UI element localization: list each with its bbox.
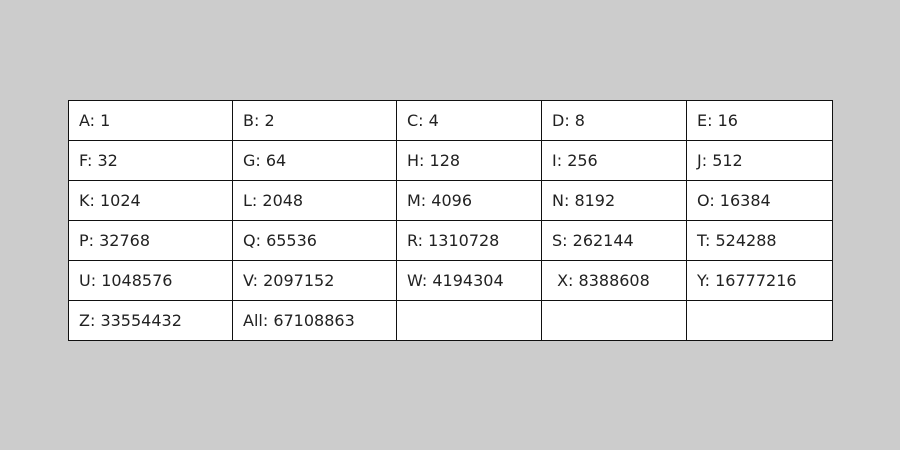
table-row: K: 1024 L: 2048 M: 4096 N: 8192 O: 16384 bbox=[68, 180, 833, 221]
table-cell: J: 512 bbox=[686, 140, 833, 181]
table-cell: O: 16384 bbox=[686, 180, 833, 221]
table-cell: Y: 16777216 bbox=[686, 260, 833, 301]
table-cell: U: 1048576 bbox=[68, 260, 233, 301]
table-cell: L: 2048 bbox=[232, 180, 397, 221]
table-cell: M: 4096 bbox=[396, 180, 542, 221]
table-cell: X: 8388608 bbox=[541, 260, 687, 301]
table-cell: P: 32768 bbox=[68, 220, 233, 261]
table-cell: G: 64 bbox=[232, 140, 397, 181]
table-cell: I: 256 bbox=[541, 140, 687, 181]
table-cell: B: 2 bbox=[232, 100, 397, 141]
letter-value-table: A: 1 B: 2 C: 4 D: 8 E: 16 F: 32 G: 64 H: 128 I: … bbox=[68, 100, 833, 341]
table-row: A: 1 B: 2 C: 4 D: 8 E: 16 bbox=[68, 100, 833, 141]
table-cell: S: 262144 bbox=[541, 220, 687, 261]
table-cell: N: 8192 bbox=[541, 180, 687, 221]
table-cell: E: 16 bbox=[686, 100, 833, 141]
table-cell bbox=[686, 300, 833, 341]
table-cell: W: 4194304 bbox=[396, 260, 542, 301]
table-row: P: 32768 Q: 65536 R: 1310728 S: 262144 T: 52… bbox=[68, 220, 833, 261]
table-cell: R: 1310728 bbox=[396, 220, 542, 261]
table-cell: F: 32 bbox=[68, 140, 233, 181]
table-row: F: 32 G: 64 H: 128 I: 256 J: 512 bbox=[68, 140, 833, 181]
table-cell: V: 2097152 bbox=[232, 260, 397, 301]
table-cell: C: 4 bbox=[396, 100, 542, 141]
table-cell bbox=[541, 300, 687, 341]
table-cell bbox=[396, 300, 542, 341]
table-cell: A: 1 bbox=[68, 100, 233, 141]
table-cell: D: 8 bbox=[541, 100, 687, 141]
table-cell: H: 128 bbox=[396, 140, 542, 181]
table-row: Z: 33554432 All: 67108863 bbox=[68, 300, 833, 341]
table-row: U: 1048576 V: 2097152 W: 4194304 X: 838860… bbox=[68, 260, 833, 301]
table-cell: K: 1024 bbox=[68, 180, 233, 221]
table-cell: Q: 65536 bbox=[232, 220, 397, 261]
table-cell: All: 67108863 bbox=[232, 300, 397, 341]
table-cell: T: 524288 bbox=[686, 220, 833, 261]
table-cell: Z: 33554432 bbox=[68, 300, 233, 341]
